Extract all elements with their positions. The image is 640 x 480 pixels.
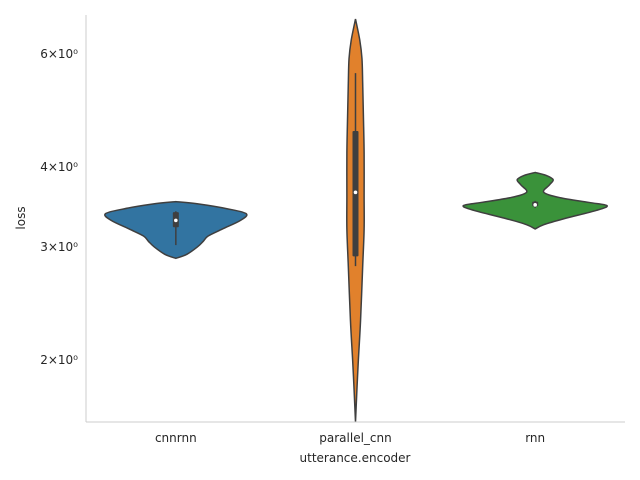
x-tick-label: rnn — [525, 431, 545, 445]
median-dot-parallel_cnn — [353, 190, 358, 195]
median-dot-rnn — [533, 203, 537, 207]
y-tick-label: 6×10⁰ — [40, 47, 78, 61]
y-axis-label: loss — [14, 206, 28, 229]
y-tick-label: 4×10⁰ — [40, 160, 78, 174]
x-tick-label: parallel_cnn — [319, 431, 391, 445]
y-axis: 2×10⁰ 3×10⁰ 4×10⁰ 6×10⁰ — [40, 47, 78, 367]
y-tick-label: 3×10⁰ — [40, 240, 78, 254]
x-axis: cnnrnn parallel_cnn rnn — [155, 431, 545, 445]
x-tick-label: cnnrnn — [155, 431, 197, 445]
x-axis-label: utterance.encoder — [300, 451, 411, 465]
median-dot-cnnrnn — [174, 218, 178, 223]
y-tick-label: 2×10⁰ — [40, 353, 78, 367]
violins-layer — [104, 18, 608, 423]
violin-rnn — [462, 171, 608, 230]
